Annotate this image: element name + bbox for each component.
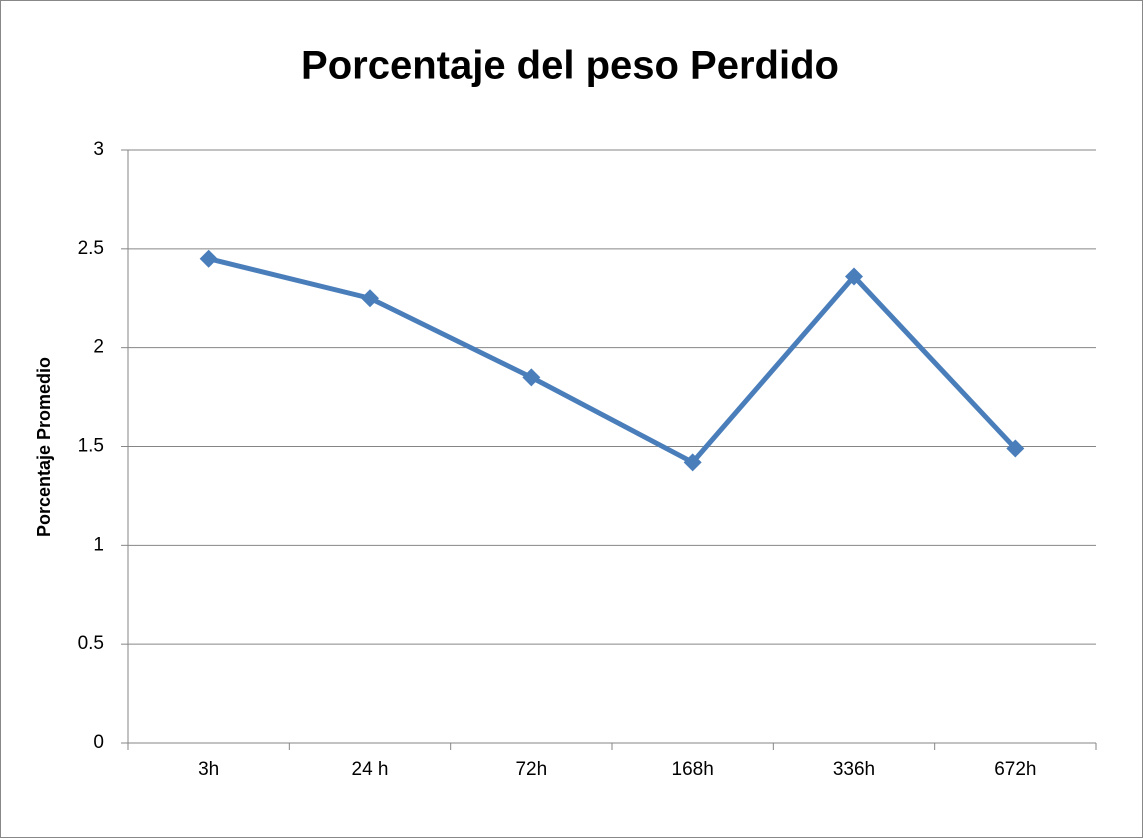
marker xyxy=(845,267,863,286)
y-tick-label: 0.5 xyxy=(78,633,104,654)
x-tick-label: 3h xyxy=(198,759,219,780)
y-tick-label: 1 xyxy=(93,534,104,555)
y-tick-label: 3 xyxy=(93,139,104,160)
y-tick-label: 1.5 xyxy=(78,436,104,457)
x-tick-label: 72h xyxy=(515,759,547,780)
y-tick-label: 2.5 xyxy=(78,238,104,259)
chart-title: Porcentaje del peso Perdido xyxy=(301,44,839,88)
marker xyxy=(199,249,218,268)
x-tick-label: 336h xyxy=(833,759,875,780)
data-line xyxy=(208,256,1018,465)
marker xyxy=(522,368,541,387)
marker xyxy=(683,453,702,472)
y-tick-label: 2 xyxy=(93,337,104,358)
marker xyxy=(1006,439,1025,458)
y-axis-title: Porcentaje Promedio xyxy=(34,357,54,537)
marker xyxy=(361,289,379,308)
x-tick-label: 672h xyxy=(994,759,1036,780)
x-tick-label: 168h xyxy=(672,759,714,780)
x-tick-label: 24 h xyxy=(352,759,389,780)
y-tick-label: 0 xyxy=(93,732,104,753)
